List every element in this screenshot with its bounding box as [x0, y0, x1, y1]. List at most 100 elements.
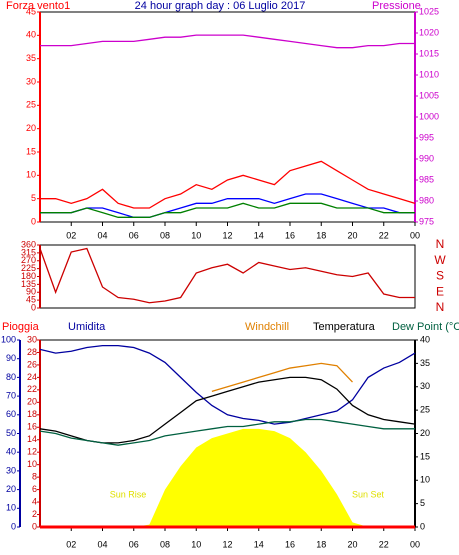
y2-tick-label: N: [436, 237, 445, 251]
y2-tick-label: N: [436, 300, 445, 314]
y2-tick-label: 1015: [419, 48, 439, 58]
x-tick-label: 12: [222, 230, 232, 240]
x-tick-label: 06: [129, 230, 139, 240]
legend-label: Windchill: [245, 321, 289, 333]
annotation: Sun Rise: [110, 489, 147, 499]
y2-tick-label: 1010: [419, 69, 439, 79]
y2-tick-label: 1000: [419, 111, 439, 121]
y-tick-label: 90: [26, 287, 36, 297]
y-tick-label: 10: [6, 503, 16, 513]
y2-tick-label: 25: [420, 405, 430, 415]
legend-label: Pressione: [372, 0, 421, 12]
y2-tick-label: E: [436, 284, 444, 298]
y-tick-label: 10: [26, 170, 36, 180]
y-tick-label: 0: [31, 302, 36, 312]
x-tick-label: 00: [410, 539, 420, 549]
y3-tick-label: 22: [27, 384, 37, 394]
y-tick-label: 45: [26, 6, 36, 16]
y3-tick-label: 24: [27, 372, 37, 382]
y-tick-label: 20: [26, 123, 36, 133]
y3-tick-label: 2: [32, 509, 37, 519]
x-tick-label: 16: [285, 539, 295, 549]
x-tick-label: 08: [160, 539, 170, 549]
y3-tick-label: 6: [32, 484, 37, 494]
area: [40, 428, 415, 527]
y3-tick-label: 20: [27, 397, 37, 407]
y3-tick-label: 0: [32, 521, 37, 531]
y2-tick-label: 1005: [419, 90, 439, 100]
series-line: [40, 34, 415, 49]
x-tick-label: 12: [222, 539, 232, 549]
y-tick-label: 20: [6, 484, 16, 494]
x-tick-label: 04: [97, 230, 107, 240]
y2-tick-label: 10: [420, 475, 430, 485]
y2-tick-label: 30: [420, 381, 430, 391]
legend-label: Pioggia: [2, 321, 40, 333]
y-tick-label: 225: [21, 263, 36, 273]
y3-tick-label: 8: [32, 472, 37, 482]
x-tick-label: 06: [129, 539, 139, 549]
x-tick-label: 14: [254, 539, 264, 549]
y-tick-label: 0: [31, 216, 36, 226]
y-tick-label: 70: [6, 390, 16, 400]
y3-tick-label: 12: [27, 447, 37, 457]
y2-tick-label: 975: [419, 216, 434, 226]
y-tick-label: 100: [1, 334, 16, 344]
y-tick-label: 30: [6, 465, 16, 475]
y2-tick-label: 0: [420, 521, 425, 531]
legend-label: Temperatura: [313, 321, 376, 333]
y-tick-label: 35: [26, 53, 36, 63]
y-tick-label: 25: [26, 100, 36, 110]
x-tick-label: 00: [410, 230, 420, 240]
y-tick-label: 180: [21, 271, 36, 281]
x-tick-label: 10: [191, 230, 201, 240]
y3-tick-label: 14: [27, 434, 37, 444]
x-tick-label: 02: [66, 539, 76, 549]
y-tick-label: 360: [21, 239, 36, 249]
y-tick-label: 80: [6, 372, 16, 382]
y-tick-label: 5: [31, 193, 36, 203]
x-tick-label: 20: [347, 230, 357, 240]
y3-tick-label: 18: [27, 409, 37, 419]
y-axis-label: Forza vento1: [6, 0, 70, 12]
x-tick-label: 18: [316, 230, 326, 240]
legend-label: Umidita: [68, 321, 106, 333]
y3-tick-label: 30: [27, 334, 37, 344]
y-tick-label: 270: [21, 255, 36, 265]
x-tick-label: 10: [191, 539, 201, 549]
x-tick-label: 22: [379, 539, 389, 549]
y-tick-label: 60: [6, 409, 16, 419]
y3-tick-label: 16: [27, 422, 37, 432]
y2-tick-label: 1025: [419, 6, 439, 16]
y2-tick-label: 985: [419, 174, 434, 184]
x-tick-label: 04: [97, 539, 107, 549]
series-line: [40, 160, 416, 209]
y2-tick-label: 20: [420, 428, 430, 438]
y-tick-label: 40: [6, 447, 16, 457]
y3-tick-label: 4: [32, 496, 37, 506]
y-tick-label: 0: [11, 521, 16, 531]
y3-tick-label: 28: [27, 347, 37, 357]
y2-tick-label: 1020: [419, 27, 439, 37]
series-line: [40, 193, 415, 218]
y-tick-label: 50: [6, 428, 16, 438]
y2-tick-label: 5: [420, 498, 425, 508]
y2-tick-label: 995: [419, 132, 434, 142]
x-tick-label: 08: [160, 230, 170, 240]
y-tick-label: 15: [26, 146, 36, 156]
y2-tick-label: W: [434, 253, 446, 267]
annotation: Sun Set: [352, 489, 385, 499]
chart-title: 24 hour graph day : 06 Luglio 2017: [135, 0, 306, 12]
y2-tick-label: 35: [420, 358, 430, 368]
y-tick-label: 30: [26, 76, 36, 86]
y-tick-label: 40: [26, 30, 36, 40]
y-tick-label: 315: [21, 247, 36, 257]
y2-tick-label: 40: [420, 334, 430, 344]
y3-tick-label: 26: [27, 359, 37, 369]
series-line: [40, 202, 415, 218]
x-tick-label: 02: [66, 230, 76, 240]
series-line: [39, 344, 416, 425]
x-tick-label: 18: [316, 539, 326, 549]
y2-tick-label: 990: [419, 153, 434, 163]
